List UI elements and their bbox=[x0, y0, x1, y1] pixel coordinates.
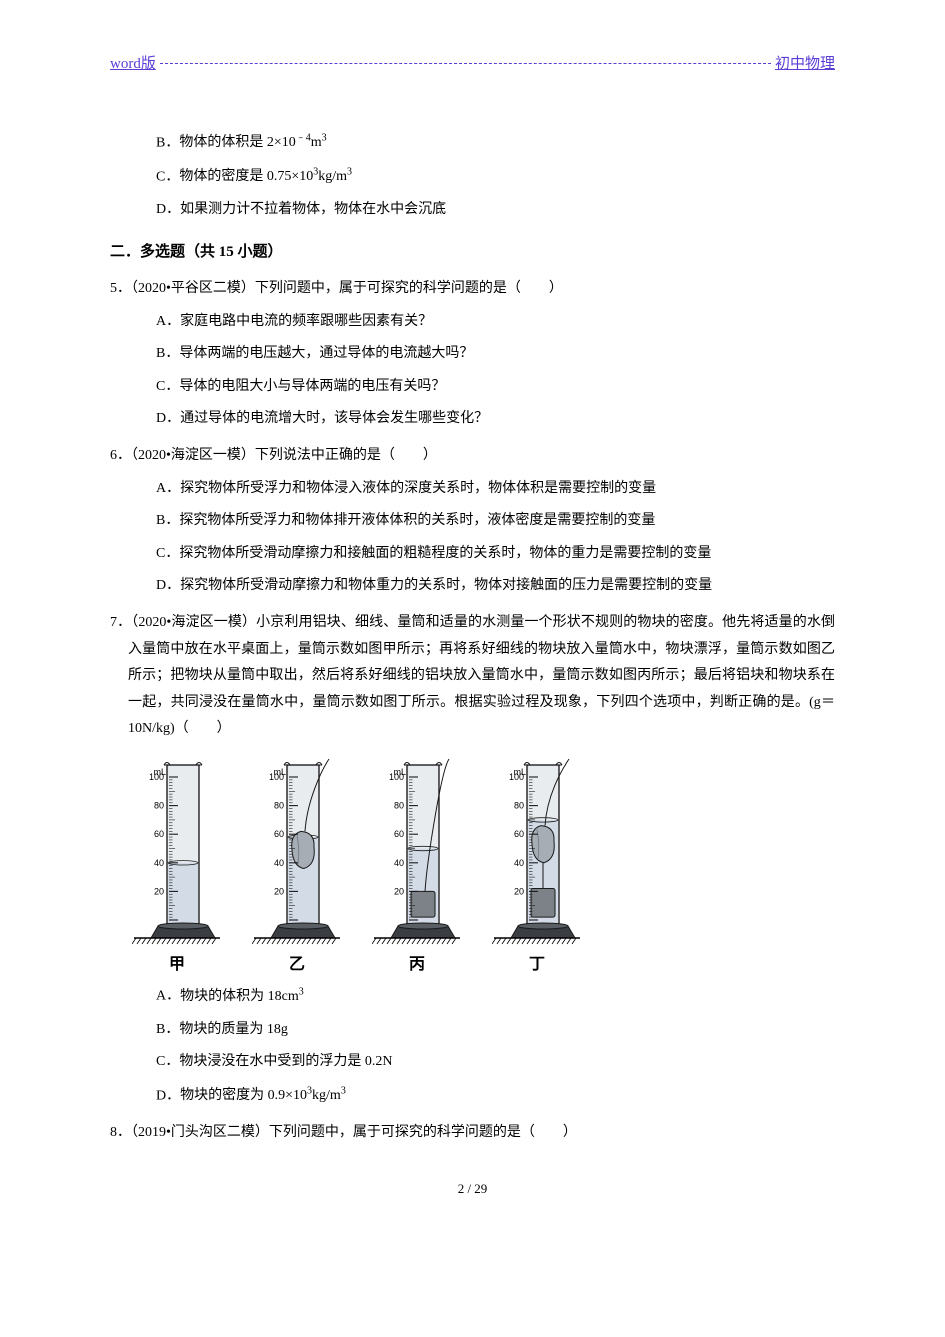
q7-D-text: 物块的密度为 0.9×103kg/m3 bbox=[180, 1088, 346, 1103]
svg-text:40: 40 bbox=[274, 858, 284, 868]
header-right: 初中物理 bbox=[775, 50, 835, 79]
q7-stem-text: （2020•海淀区一模）小京利用铝块、细线、量筒和适量的水测量一个形状不规则的物… bbox=[128, 615, 835, 736]
header-left: word版 bbox=[110, 50, 156, 79]
q7-A-text: 物块的体积为 18cm3 bbox=[180, 989, 304, 1004]
svg-text:40: 40 bbox=[154, 858, 164, 868]
svg-text:20: 20 bbox=[514, 886, 524, 896]
page-number: 2 / 29 bbox=[110, 1177, 835, 1202]
q8-stem-text: （2019•门头沟区二模）下列问题中，属于可探究的科学问题的是（ ） bbox=[131, 1125, 577, 1140]
q6-A-text: 探究物体所受浮力和物体浸入液体的深度关系时，物体体积是需要控制的变量 bbox=[180, 481, 656, 496]
svg-text:60: 60 bbox=[394, 829, 404, 839]
svg-text:mL: mL bbox=[513, 767, 526, 777]
svg-text:80: 80 bbox=[154, 801, 164, 811]
option-C: C．物体的密度是 0.75×103kg/m3 bbox=[110, 163, 835, 191]
q8-stem: 8．（2019•门头沟区二模）下列问题中，属于可探究的科学问题的是（ ） bbox=[110, 1120, 835, 1147]
option-B-text: 物体的体积是 2×10﹣4m3 bbox=[179, 135, 326, 150]
svg-text:20: 20 bbox=[394, 886, 404, 896]
header-dash bbox=[160, 63, 771, 64]
svg-text:60: 60 bbox=[154, 829, 164, 839]
q5-D-text: 通过导体的电流增大时，该导体会发生哪些变化？ bbox=[180, 411, 488, 426]
cylinder-label: 丁 bbox=[529, 950, 545, 980]
svg-text:mL: mL bbox=[393, 767, 406, 777]
q7-C: C．物块浸没在水中受到的浮力是 0.2N bbox=[110, 1049, 835, 1076]
q7-D: D．物块的密度为 0.9×103kg/m3 bbox=[110, 1082, 835, 1110]
svg-text:60: 60 bbox=[274, 829, 284, 839]
q5-A: A．家庭电路中电流的频率跟哪些因素有关？ bbox=[110, 309, 835, 336]
svg-text:20: 20 bbox=[274, 886, 284, 896]
cylinder-label: 丙 bbox=[409, 950, 425, 980]
option-D-text: 如果测力计不拉着物体，物体在水中会沉底 bbox=[180, 202, 446, 217]
cylinder-wrap-3: 20406080100mL丁 bbox=[492, 753, 582, 980]
q6-D-text: 探究物体所受滑动摩擦力和物体重力的关系时，物体对接触面的压力是需要控制的变量 bbox=[180, 578, 712, 593]
cylinder-丁: 20406080100mL bbox=[492, 753, 582, 948]
q6-stem-text: （2020•海淀区一模）下列说法中正确的是（ ） bbox=[131, 448, 437, 463]
q5-B: B．导体两端的电压越大，通过导体的电流越大吗？ bbox=[110, 341, 835, 368]
svg-text:60: 60 bbox=[514, 829, 524, 839]
svg-text:20: 20 bbox=[154, 886, 164, 896]
cylinder-label: 甲 bbox=[169, 950, 185, 980]
option-B: B．物体的体积是 2×10﹣4m3 bbox=[110, 129, 835, 157]
cylinder-丙: 20406080100mL bbox=[372, 753, 462, 948]
svg-text:40: 40 bbox=[514, 858, 524, 868]
q6-B-text: 探究物体所受浮力和物体排开液体体积的关系时，液体密度是需要控制的变量 bbox=[179, 513, 655, 528]
section-2-title: 二．多选题（共 15 小题） bbox=[110, 238, 835, 267]
option-C-text: 物体的密度是 0.75×103kg/m3 bbox=[179, 169, 352, 184]
q5-stem: 5．（2020•平谷区二模）下列问题中，属于可探究的科学问题的是（ ） bbox=[110, 276, 835, 303]
cylinder-甲: 20406080100mL bbox=[132, 753, 222, 948]
q5-A-text: 家庭电路中电流的频率跟哪些因素有关？ bbox=[180, 314, 432, 329]
option-D: D．如果测力计不拉着物体，物体在水中会沉底 bbox=[110, 197, 835, 224]
q7-B: B．物块的质量为 18g bbox=[110, 1017, 835, 1044]
q5-stem-text: （2020•平谷区二模）下列问题中，属于可探究的科学问题的是（ ） bbox=[131, 281, 563, 296]
q7-B-text: 物块的质量为 18g bbox=[179, 1022, 288, 1037]
q5-C-text: 导体的电阻大小与导体两端的电压有关吗？ bbox=[179, 379, 445, 394]
svg-text:40: 40 bbox=[394, 858, 404, 868]
q6-B: B．探究物体所受浮力和物体排开液体体积的关系时，液体密度是需要控制的变量 bbox=[110, 508, 835, 535]
q7-A: A．物块的体积为 18cm3 bbox=[110, 982, 835, 1010]
cylinder-乙: 20406080100mL bbox=[252, 753, 342, 948]
q6-D: D．探究物体所受滑动摩擦力和物体重力的关系时，物体对接触面的压力是需要控制的变量 bbox=[110, 573, 835, 600]
q7-figure-row: 20406080100mL甲20406080100mL乙20406080100m… bbox=[132, 753, 835, 980]
svg-text:80: 80 bbox=[514, 801, 524, 811]
q5-B-text: 导体两端的电压越大，通过导体的电流越大吗？ bbox=[179, 346, 473, 361]
svg-text:80: 80 bbox=[274, 801, 284, 811]
q6-C: C．探究物体所受滑动摩擦力和接触面的粗糙程度的关系时，物体的重力是需要控制的变量 bbox=[110, 541, 835, 568]
q6-stem: 6．（2020•海淀区一模）下列说法中正确的是（ ） bbox=[110, 443, 835, 470]
q7-C-text: 物块浸没在水中受到的浮力是 0.2N bbox=[179, 1054, 392, 1069]
svg-text:mL: mL bbox=[153, 767, 166, 777]
cylinder-wrap-2: 20406080100mL丙 bbox=[372, 753, 462, 980]
svg-text:mL: mL bbox=[273, 767, 286, 777]
q7-stem: 7．（2020•海淀区一模）小京利用铝块、细线、量筒和适量的水测量一个形状不规则… bbox=[110, 610, 835, 743]
cylinder-label: 乙 bbox=[289, 950, 305, 980]
page-header: word版 初中物理 bbox=[110, 50, 835, 79]
cylinder-wrap-0: 20406080100mL甲 bbox=[132, 753, 222, 980]
svg-text:80: 80 bbox=[394, 801, 404, 811]
q5-D: D．通过导体的电流增大时，该导体会发生哪些变化？ bbox=[110, 406, 835, 433]
q5-C: C．导体的电阻大小与导体两端的电压有关吗？ bbox=[110, 374, 835, 401]
q6-C-text: 探究物体所受滑动摩擦力和接触面的粗糙程度的关系时，物体的重力是需要控制的变量 bbox=[179, 546, 711, 561]
q6-A: A．探究物体所受浮力和物体浸入液体的深度关系时，物体体积是需要控制的变量 bbox=[110, 476, 835, 503]
cylinder-wrap-1: 20406080100mL乙 bbox=[252, 753, 342, 980]
